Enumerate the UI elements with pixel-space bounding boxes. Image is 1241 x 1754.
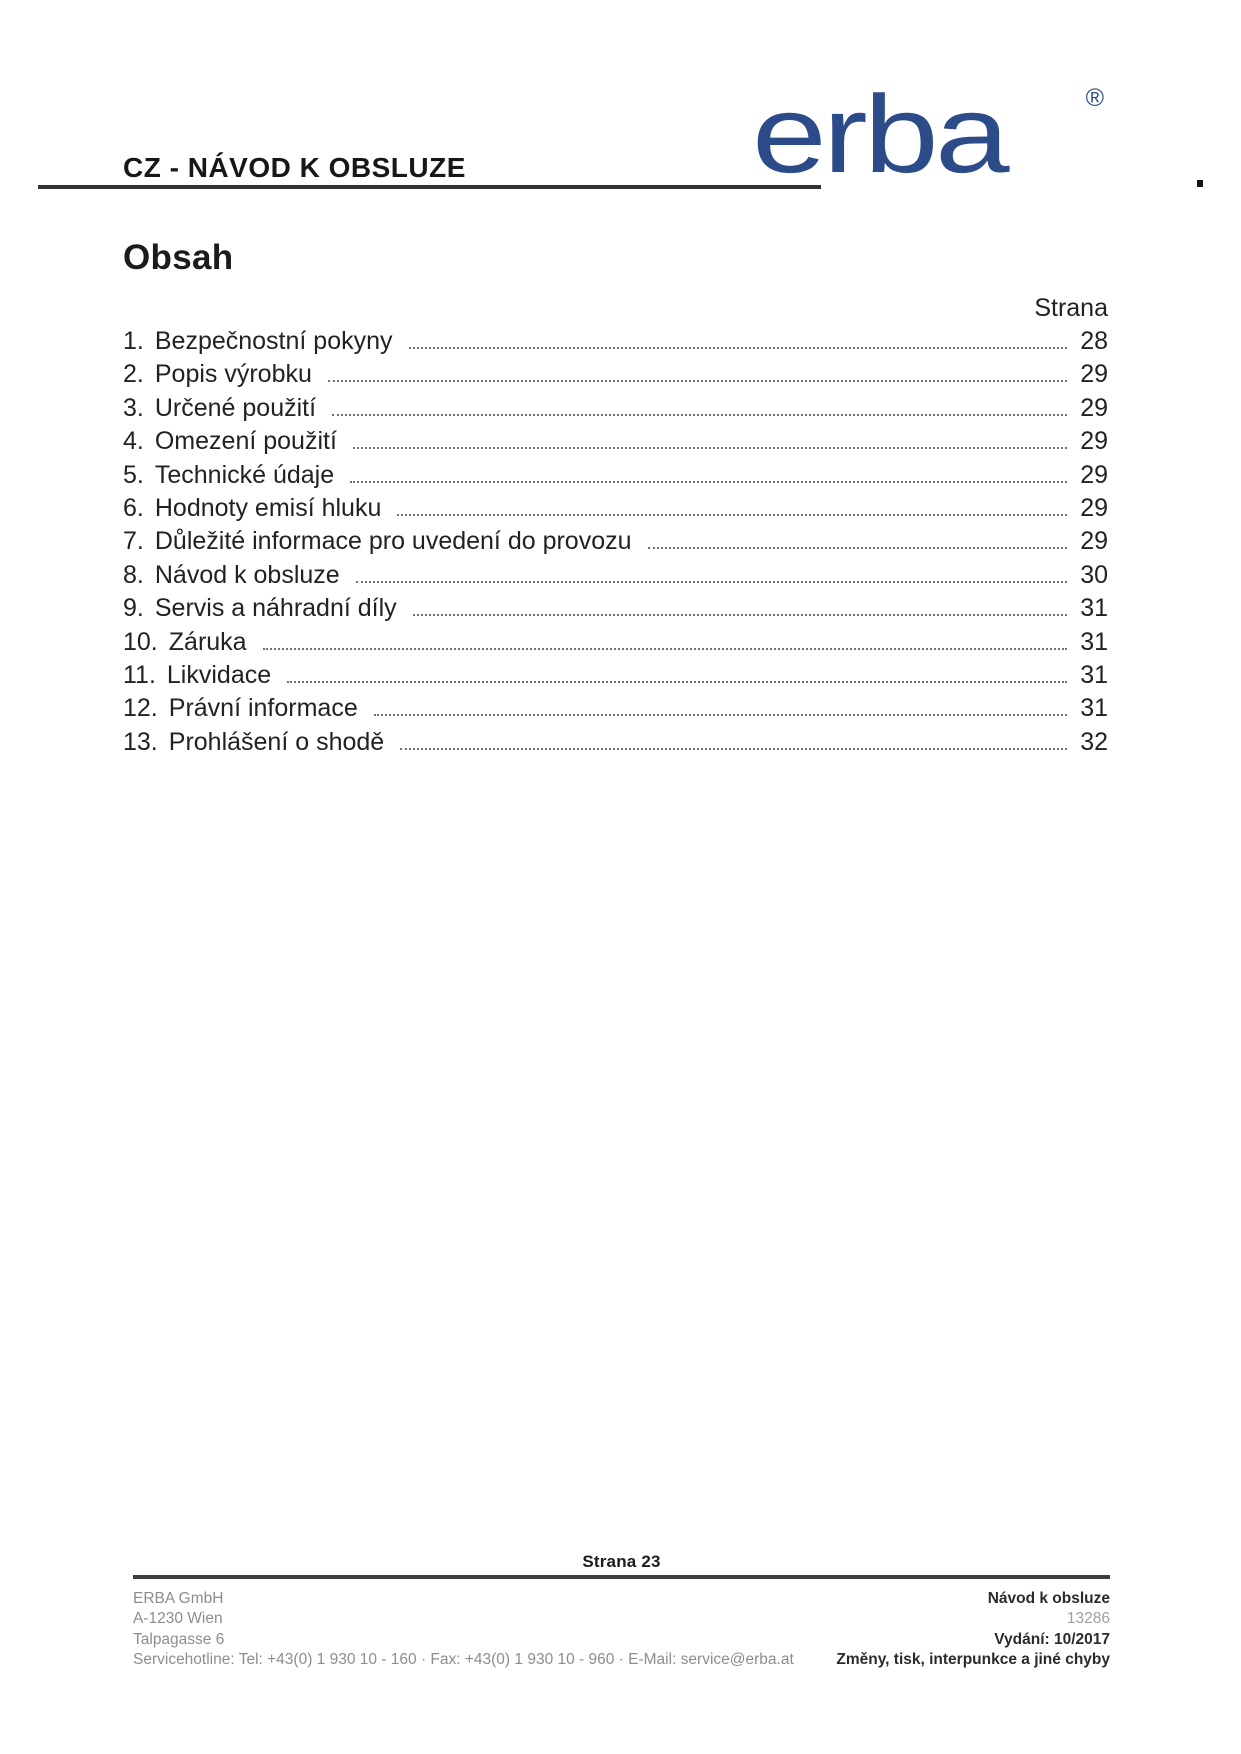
toc-item-number: 5. (123, 460, 144, 489)
toc-row: 10. Záruka 31 (123, 628, 1108, 661)
toc-item-page: 29 (1080, 493, 1108, 522)
toc-item-page: 29 (1080, 393, 1108, 422)
toc-item-page: 31 (1080, 660, 1108, 689)
stray-period-mark (1197, 180, 1203, 187)
toc-item-label: Důležité informace pro uvedení do provoz… (154, 527, 632, 556)
toc-dot-leader (352, 447, 1067, 450)
toc-row: 2. Popis výrobku 29 (123, 360, 1108, 393)
toc-item-page: 30 (1080, 560, 1108, 589)
toc-item-label: Technické údaje (154, 460, 335, 489)
toc-item-number: 13. (123, 727, 158, 756)
toc-item-label: Záruka (168, 627, 247, 656)
toc-item-label: Popis výrobku (154, 360, 312, 389)
footer-service-hotline: Servicehotline: Tel: +43(0) 1 930 10 - 1… (133, 1651, 794, 1668)
footer-edition: Vydání: 10/2017 (994, 1630, 1110, 1648)
erba-logo: erba ® (752, 80, 1104, 190)
toc-row: 6. Hodnoty emisí hluku 29 (123, 494, 1108, 527)
toc-dot-leader (350, 480, 1067, 483)
toc-item-number: 10. (123, 627, 158, 656)
toc-row: 1. Bezpečnostní pokyny 28 (123, 327, 1108, 360)
toc-dot-leader (287, 680, 1067, 683)
toc-item-label: Omezení použití (154, 427, 337, 456)
toc-dot-leader (647, 547, 1067, 550)
page-title: CZ - NÁVOD K OBSLUZE (123, 152, 466, 183)
toc-item-page: 32 (1080, 727, 1108, 756)
page-footer: Strana 23 ERBA GmbH A-1230 Wien Talpagas… (133, 1552, 1110, 1671)
table-of-contents: 1. Bezpečnostní pokyny 28 2. Popis výrob… (123, 327, 1108, 761)
erba-logo-text: erba (752, 73, 1010, 196)
toc-row: 8. Návod k obsluze 30 (123, 561, 1108, 594)
toc-dot-leader (355, 580, 1067, 583)
toc-item-number: 8. (123, 560, 144, 589)
toc-row: 5. Technické údaje 29 (123, 461, 1108, 494)
toc-item-number: 3. (123, 393, 144, 422)
toc-row: 13. Prohlášení o shodě 32 (123, 728, 1108, 761)
footer-company-street: Talpagasse 6 (133, 1630, 225, 1648)
toc-item-label: Servis a náhradní díly (154, 594, 397, 623)
footer-document-block: Návod k obsluze 13286 Vydání: 10/2017 Zm… (836, 1589, 1110, 1671)
toc-item-number: 11. (123, 660, 156, 689)
toc-item-label: Právní informace (168, 694, 358, 723)
toc-item-number: 7. (123, 527, 144, 556)
toc-item-label: Bezpečnostní pokyny (154, 327, 393, 355)
toc-row: 12. Právní informace 31 (123, 694, 1108, 727)
toc-item-page: 31 (1080, 627, 1108, 656)
toc-item-number: 2. (123, 360, 144, 389)
toc-dot-leader (412, 614, 1067, 617)
footer-page-number: Strana 23 (582, 1552, 661, 1571)
toc-item-page: 29 (1080, 527, 1108, 556)
toc-item-label: Hodnoty emisí hluku (154, 493, 382, 522)
toc-dot-leader (400, 747, 1067, 750)
footer-doc-title: Návod k obsluze (987, 1589, 1110, 1607)
toc-item-number: 9. (123, 594, 144, 623)
toc-item-label: Určené použití (154, 393, 317, 422)
toc-row: 4. Omezení použití 29 (123, 427, 1108, 460)
footer-company-city: A-1230 Wien (133, 1610, 223, 1627)
toc-item-page: 29 (1080, 427, 1108, 456)
toc-item-page: 31 (1080, 594, 1108, 623)
toc-item-page: 29 (1080, 360, 1108, 389)
toc-item-number: 6. (123, 493, 144, 522)
toc-dot-leader (397, 513, 1067, 516)
toc-item-label: Návod k obsluze (154, 560, 340, 589)
toc-row: 3. Určené použití 29 (123, 394, 1108, 427)
toc-dot-leader (262, 647, 1067, 650)
footer-divider (133, 1575, 1110, 1579)
toc-dot-leader (373, 714, 1067, 717)
toc-row: 9. Servis a náhradní díly 31 (123, 594, 1108, 627)
toc-dot-leader (327, 380, 1067, 383)
footer-doc-number: 13286 (1066, 1610, 1110, 1627)
footer-errors-note: Změny, tisk, interpunkce a jiné chyby (836, 1651, 1110, 1668)
toc-row: 11. Likvidace 31 (123, 661, 1108, 694)
footer-company-block: ERBA GmbH A-1230 Wien Talpagasse 6 Servi… (133, 1589, 794, 1671)
page-column-label: Strana (1034, 294, 1108, 322)
toc-heading: Obsah (123, 238, 234, 277)
toc-item-number: 1. (123, 327, 144, 355)
toc-item-number: 4. (123, 427, 144, 456)
toc-dot-leader (408, 347, 1067, 349)
registered-trademark-icon: ® (1085, 84, 1104, 112)
toc-item-label: Prohlášení o shodě (168, 727, 385, 756)
toc-item-page: 31 (1080, 694, 1108, 723)
toc-item-label: Likvidace (166, 660, 272, 689)
toc-item-number: 12. (123, 694, 158, 723)
header-divider (38, 185, 821, 189)
footer-company-name: ERBA GmbH (133, 1589, 224, 1607)
toc-dot-leader (332, 413, 1067, 416)
toc-item-page: 28 (1080, 327, 1108, 355)
toc-row: 7. Důležité informace pro uvedení do pro… (123, 527, 1108, 560)
toc-item-page: 29 (1080, 460, 1108, 489)
